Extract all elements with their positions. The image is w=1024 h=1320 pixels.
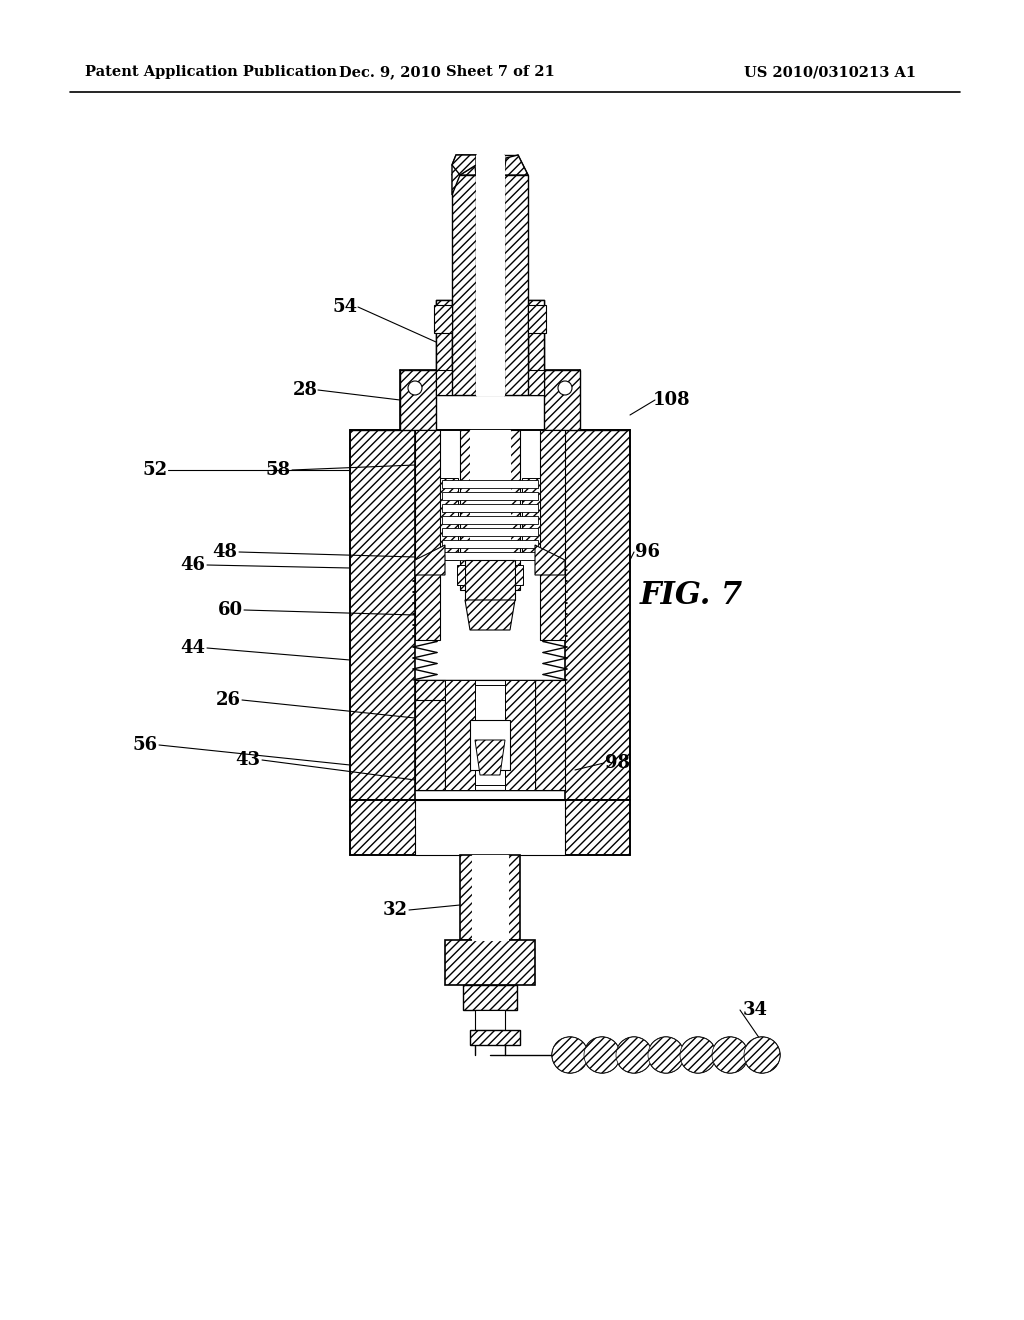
Polygon shape	[442, 552, 538, 560]
Polygon shape	[460, 855, 520, 940]
Circle shape	[616, 1038, 652, 1073]
Polygon shape	[415, 680, 445, 789]
Text: FIG. 7: FIG. 7	[640, 579, 743, 610]
Circle shape	[648, 1038, 684, 1073]
Polygon shape	[463, 985, 517, 1010]
Polygon shape	[415, 800, 565, 855]
Polygon shape	[528, 305, 546, 333]
Polygon shape	[540, 430, 565, 640]
Polygon shape	[470, 430, 510, 590]
Polygon shape	[445, 680, 535, 789]
Polygon shape	[528, 300, 544, 395]
Circle shape	[584, 1038, 620, 1073]
Polygon shape	[475, 741, 505, 775]
Polygon shape	[565, 430, 630, 800]
Text: US 2010/0310213 A1: US 2010/0310213 A1	[744, 65, 916, 79]
Circle shape	[648, 1038, 684, 1073]
Circle shape	[712, 1038, 748, 1073]
Polygon shape	[442, 504, 538, 512]
Circle shape	[680, 1038, 716, 1073]
Text: 43: 43	[236, 751, 260, 770]
Circle shape	[584, 1038, 620, 1073]
Polygon shape	[505, 680, 535, 789]
Polygon shape	[465, 601, 515, 630]
Text: Sheet 7 of 21: Sheet 7 of 21	[445, 65, 554, 79]
Polygon shape	[452, 176, 476, 395]
Text: 54: 54	[333, 298, 357, 315]
Circle shape	[558, 381, 572, 395]
Polygon shape	[470, 719, 510, 770]
Polygon shape	[415, 430, 440, 640]
Polygon shape	[504, 176, 528, 395]
Polygon shape	[457, 565, 465, 585]
Text: 32: 32	[383, 902, 408, 919]
Text: 98: 98	[605, 754, 631, 772]
Text: 28: 28	[293, 381, 317, 399]
Polygon shape	[442, 540, 538, 548]
Circle shape	[712, 1038, 748, 1073]
Polygon shape	[436, 300, 452, 395]
Polygon shape	[460, 430, 520, 590]
Polygon shape	[470, 1030, 520, 1045]
Polygon shape	[415, 545, 445, 576]
Polygon shape	[442, 492, 538, 500]
Circle shape	[616, 1038, 652, 1073]
Text: 44: 44	[180, 639, 206, 657]
Polygon shape	[535, 545, 565, 576]
Polygon shape	[400, 370, 436, 430]
Polygon shape	[445, 680, 475, 789]
Polygon shape	[436, 370, 544, 395]
Circle shape	[680, 1038, 716, 1073]
Polygon shape	[465, 560, 515, 601]
Text: Dec. 9, 2010: Dec. 9, 2010	[339, 65, 441, 79]
Polygon shape	[476, 154, 504, 395]
Polygon shape	[475, 1010, 505, 1030]
Circle shape	[744, 1038, 780, 1073]
Polygon shape	[522, 478, 540, 560]
Polygon shape	[472, 855, 508, 940]
Text: Patent Application Publication: Patent Application Publication	[85, 65, 337, 79]
Text: 52: 52	[142, 461, 168, 479]
Text: 58: 58	[265, 461, 291, 479]
Text: 108: 108	[653, 391, 691, 409]
Polygon shape	[350, 800, 630, 855]
Text: 60: 60	[217, 601, 243, 619]
Text: 26: 26	[215, 690, 241, 709]
Polygon shape	[452, 154, 476, 195]
Polygon shape	[504, 154, 528, 176]
Polygon shape	[440, 478, 458, 560]
Polygon shape	[442, 516, 538, 524]
Polygon shape	[452, 154, 476, 176]
Polygon shape	[415, 680, 445, 700]
Circle shape	[552, 1038, 588, 1073]
Polygon shape	[452, 154, 476, 176]
Polygon shape	[434, 305, 452, 333]
Text: 46: 46	[180, 556, 206, 574]
Text: 48: 48	[213, 543, 238, 561]
Polygon shape	[442, 528, 538, 536]
Polygon shape	[452, 154, 476, 176]
Polygon shape	[350, 430, 415, 800]
Polygon shape	[475, 685, 505, 785]
Polygon shape	[445, 940, 535, 985]
Text: 34: 34	[742, 1001, 768, 1019]
Polygon shape	[535, 680, 565, 789]
Text: 96: 96	[636, 543, 660, 561]
Polygon shape	[504, 154, 528, 176]
Circle shape	[408, 381, 422, 395]
Text: 56: 56	[132, 737, 158, 754]
Circle shape	[552, 1038, 588, 1073]
Polygon shape	[544, 370, 580, 430]
Polygon shape	[515, 565, 523, 585]
Circle shape	[744, 1038, 780, 1073]
Polygon shape	[442, 480, 538, 488]
